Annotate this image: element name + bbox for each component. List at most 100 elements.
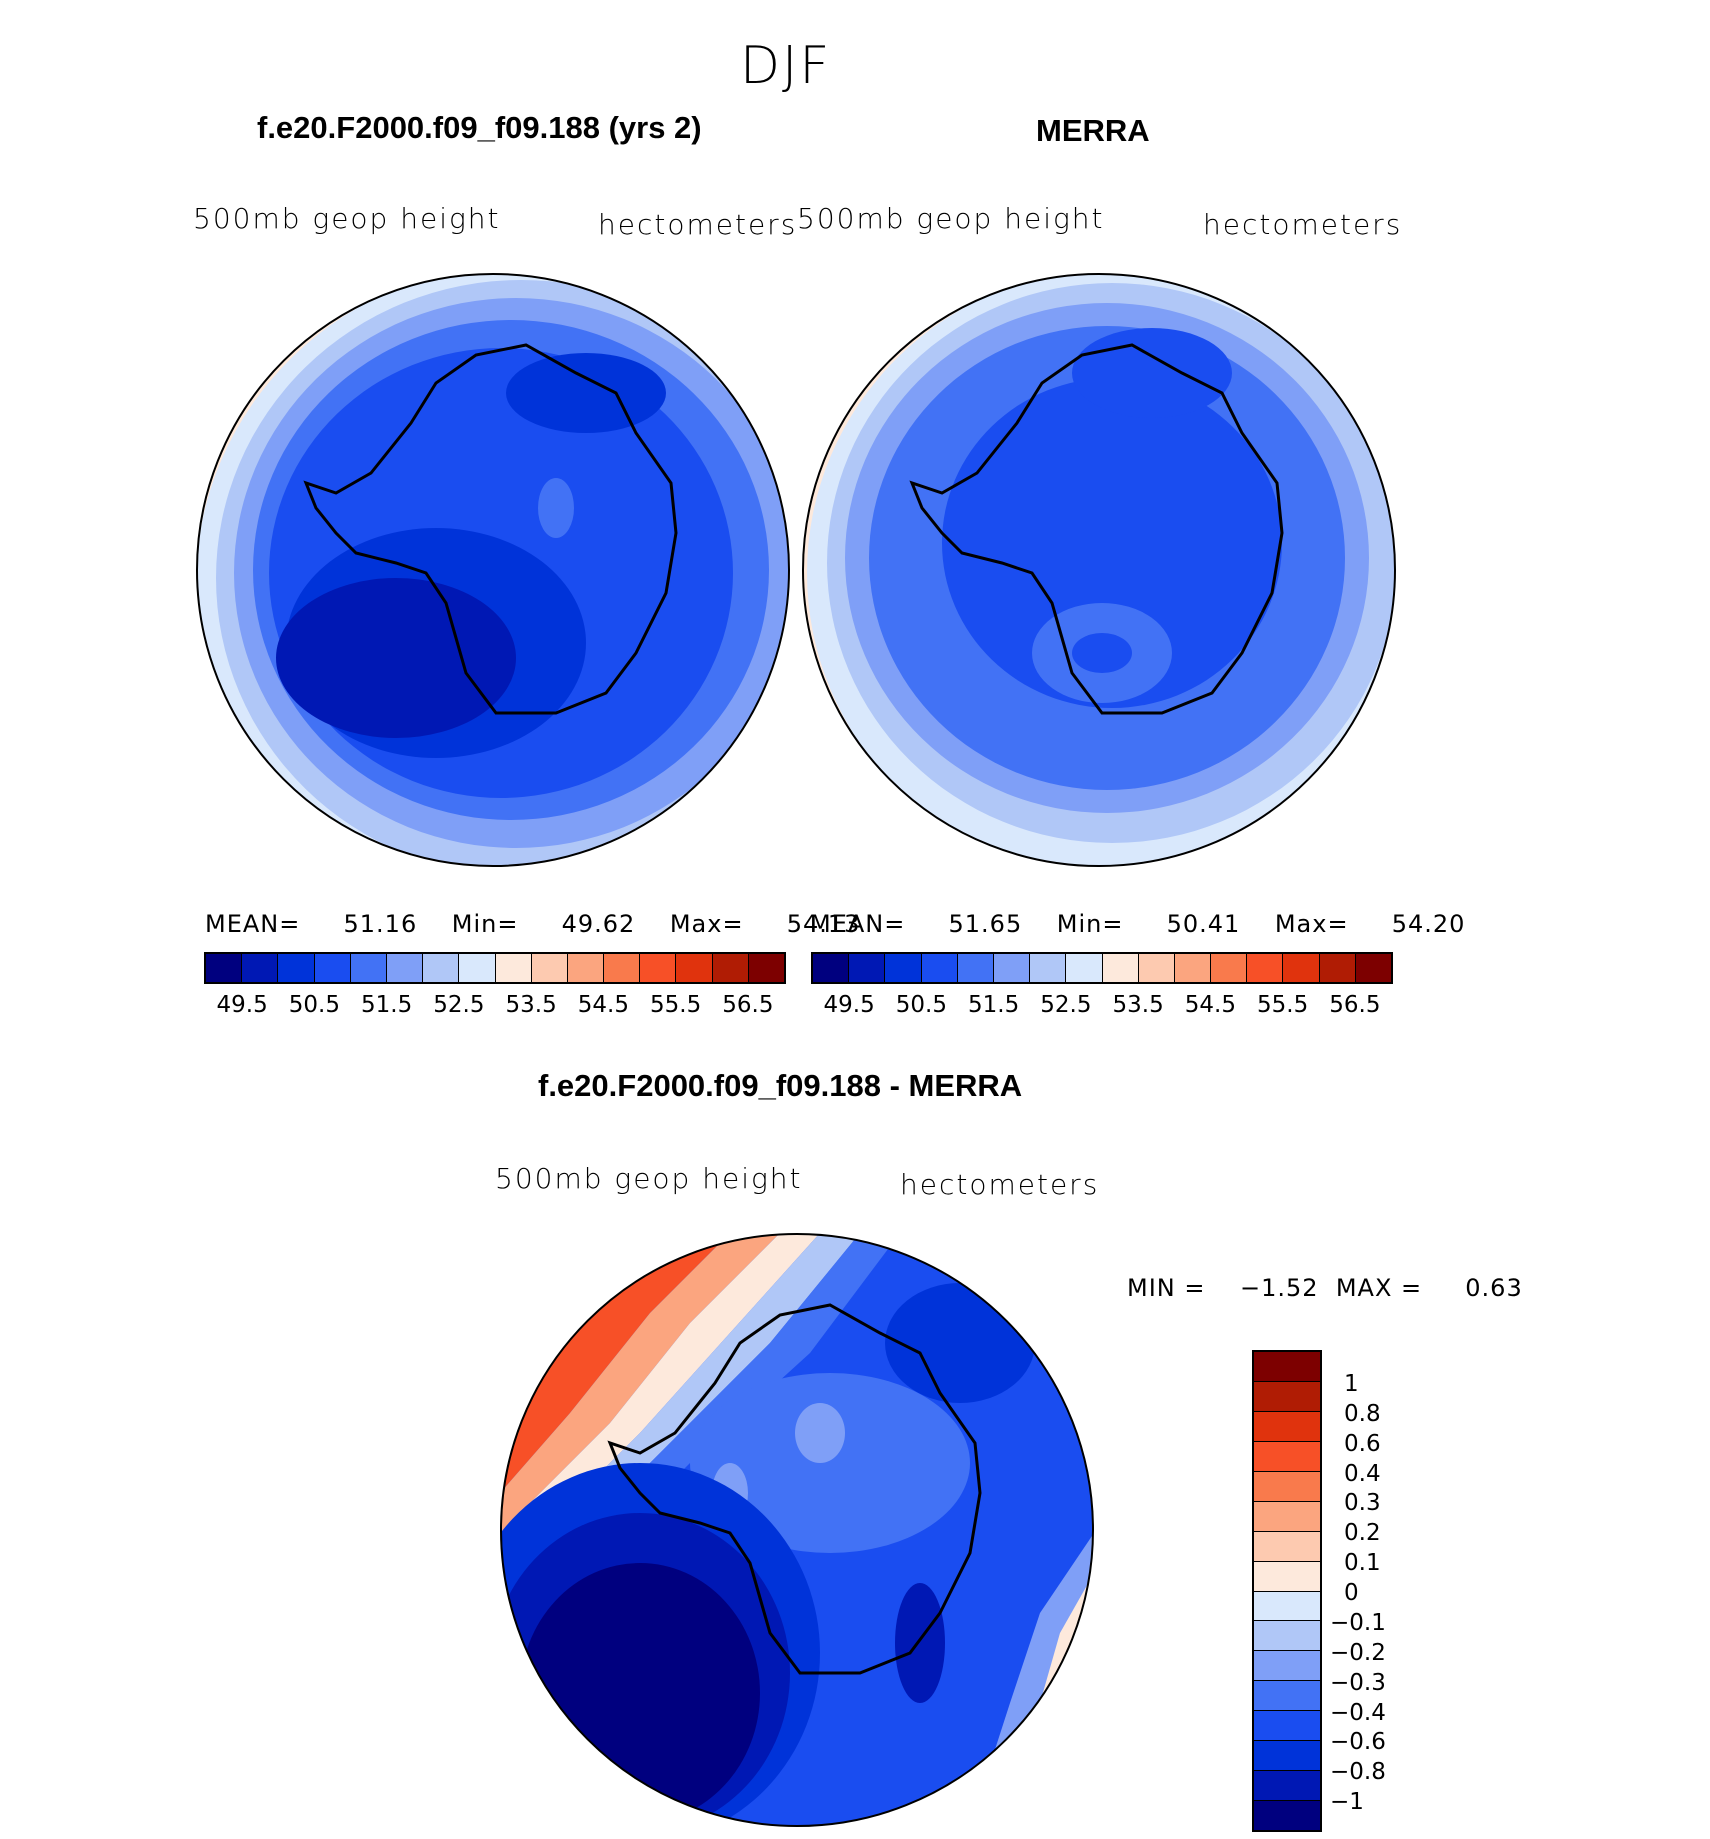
colorbar-swatch [1254, 1441, 1320, 1472]
colorbar-tick-label: 54.5 [577, 992, 629, 1018]
colorbar-swatch [1254, 1711, 1320, 1742]
colorbar-swatch [604, 954, 641, 982]
figure-title: DJF [740, 36, 832, 96]
colorbar-tick-label: 53.5 [1112, 992, 1164, 1018]
colorbar-tick-label: 51.5 [968, 992, 1020, 1018]
colorbar-swatch [1254, 1352, 1320, 1382]
model-polar-map [196, 273, 790, 867]
colorbar-swatch [531, 954, 568, 982]
model-mean-value: 51.16 [343, 910, 418, 938]
colorbar-swatch [350, 954, 387, 982]
colorbar-swatch [1254, 1801, 1320, 1830]
obs-max-value: 54.20 [1391, 910, 1466, 938]
diff-variable-label: 500mb geop height [495, 1162, 803, 1195]
colorbar-tick-label: 49.5 [823, 992, 875, 1018]
colorbar-swatch [459, 954, 496, 982]
model-max-label: Max= [669, 910, 744, 938]
diff-polar-map [500, 1233, 1094, 1827]
diff-max-value: 0.63 [1465, 1274, 1523, 1302]
colorbar-swatch [1254, 1621, 1320, 1652]
colorbar-tick-label: 51.5 [361, 992, 413, 1018]
colorbar-tick-label: 0.4 [1344, 1460, 1381, 1487]
colorbar-tick-label: 53.5 [505, 992, 557, 1018]
obs-variable-label: 500mb geop height [797, 202, 1105, 235]
colorbar-swatch [1254, 1651, 1320, 1682]
colorbar-swatch [1066, 954, 1103, 982]
colorbar-tick-label: 49.5 [216, 992, 268, 1018]
colorbar-tick-label: −0.8 [1330, 1759, 1386, 1786]
colorbar-swatch [1102, 954, 1139, 982]
colorbar-tick-label: 50.5 [288, 992, 340, 1018]
colorbar-swatch [1254, 1681, 1320, 1712]
colorbar-tick-label: 52.5 [433, 992, 485, 1018]
colorbar-swatch [1254, 1591, 1320, 1622]
colorbar-swatch [206, 954, 243, 982]
colorbar-swatch [423, 954, 460, 982]
colorbar-tick-label: 0.8 [1344, 1400, 1381, 1427]
colorbar-swatch [1355, 954, 1391, 982]
colorbar-tick-label: 0 [1344, 1580, 1359, 1606]
colorbar-tick-label: 0.1 [1344, 1550, 1381, 1577]
colorbar-swatch [676, 954, 713, 982]
colorbar-swatch [1247, 954, 1284, 982]
colorbar-swatch [1254, 1771, 1320, 1802]
obs-stats: MEAN= 51.65 Min= 50.41 Max= 54.20 [810, 910, 1465, 938]
colorbar-swatch [242, 954, 279, 982]
model-variable-label: 500mb geop height [193, 202, 501, 235]
model-units-label: hectometers [598, 208, 798, 241]
obs-min-value: 50.41 [1166, 910, 1241, 938]
colorbar-tick-label: −0.4 [1330, 1699, 1386, 1726]
colorbar-swatch [1030, 954, 1067, 982]
model-max-value: 54.13 [786, 910, 861, 938]
colorbar-swatch [921, 954, 958, 982]
colorbar-swatch [386, 954, 424, 982]
diff-units-label: hectometers [900, 1168, 1100, 1201]
colorbar-tick-label: 55.5 [1257, 992, 1309, 1018]
colorbar-swatch [1138, 954, 1175, 982]
colorbar-swatch [640, 954, 677, 982]
colorbar-swatch [1283, 954, 1320, 982]
colorbar-tick-label: 1 [1344, 1370, 1359, 1397]
colorbar-swatch [993, 954, 1031, 982]
obs-min-label: Min= [1056, 910, 1124, 938]
colorbar-tick-label: 50.5 [895, 992, 947, 1018]
diff-min-label: MIN = [1127, 1274, 1206, 1302]
obs-mean-label: MEAN= [810, 910, 906, 938]
diff-panel-title: f.e20.F2000.f09_f09.188 - MERRA [538, 1068, 1023, 1103]
colorbar-swatch [1254, 1501, 1320, 1532]
obs-mean-value: 51.65 [948, 910, 1023, 938]
colorbar-tick-label: 52.5 [1040, 992, 1092, 1018]
colorbar-tick-label: −0.2 [1330, 1639, 1386, 1666]
colorbar-swatch [849, 954, 886, 982]
colorbar-swatch [1254, 1471, 1320, 1502]
diff-stats: MIN = −1.52 MAX = 0.63 [1127, 1274, 1523, 1302]
colorbar-tick-label: 0.3 [1344, 1490, 1381, 1517]
colorbar-tick-label: 55.5 [650, 992, 702, 1018]
colorbar-tick-label: −0.3 [1330, 1669, 1386, 1696]
model-min-value: 49.62 [561, 910, 636, 938]
colorbar-swatch [1254, 1561, 1320, 1592]
colorbar-swatch [495, 954, 532, 982]
colorbar-tick-label: 56.5 [722, 992, 774, 1018]
colorbar-swatch [712, 954, 749, 982]
obs-colorbar [811, 952, 1393, 984]
colorbar-swatch [1174, 954, 1212, 982]
colorbar-tick-label: 54.5 [1184, 992, 1236, 1018]
colorbar-swatch [1211, 954, 1248, 982]
colorbar-swatch [1254, 1741, 1320, 1772]
colorbar-tick-label: −0.1 [1330, 1609, 1386, 1636]
diff-colorbar [1252, 1350, 1322, 1832]
colorbar-swatch [1254, 1411, 1320, 1442]
model-mean-label: MEAN= [205, 910, 301, 938]
colorbar-tick-label: 0.6 [1344, 1430, 1381, 1457]
colorbar-tick-label: −1 [1330, 1789, 1364, 1816]
obs-polar-map [802, 273, 1396, 867]
colorbar-swatch [813, 954, 850, 982]
model-panel-title: f.e20.F2000.f09_f09.188 (yrs 2) [257, 110, 702, 145]
colorbar-swatch [314, 954, 351, 982]
colorbar-swatch [957, 954, 994, 982]
colorbar-tick-label: −0.6 [1330, 1729, 1386, 1756]
obs-max-label: Max= [1274, 910, 1349, 938]
diff-min-value: −1.52 [1240, 1274, 1319, 1302]
colorbar-swatch [1254, 1381, 1320, 1412]
